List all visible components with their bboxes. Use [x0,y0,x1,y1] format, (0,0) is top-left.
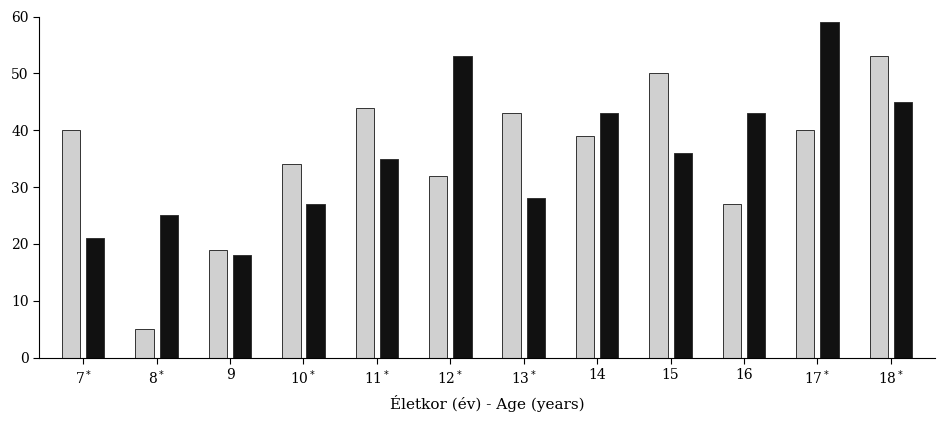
Bar [135,329,153,357]
Bar [674,153,692,357]
Bar [747,113,765,357]
Bar [600,113,619,357]
Bar [797,130,815,357]
Bar [894,102,912,357]
Bar [502,113,521,357]
Bar [527,198,545,357]
Bar [576,136,594,357]
Bar [429,176,447,357]
Bar [307,204,324,357]
Bar [86,238,104,357]
Bar [61,130,80,357]
X-axis label: Életkor (év) - Age (years): Életkor (év) - Age (years) [390,395,585,412]
Bar [233,255,252,357]
Bar [649,74,668,357]
Bar [723,204,741,357]
Bar [209,250,227,357]
Bar [820,22,839,357]
Bar [869,56,888,357]
Bar [453,56,472,357]
Bar [356,107,374,357]
Bar [380,159,398,357]
Bar [160,215,178,357]
Bar [282,165,301,357]
